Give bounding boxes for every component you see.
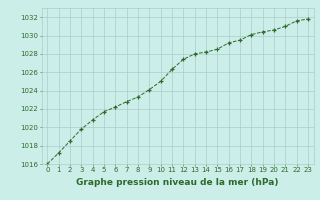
X-axis label: Graphe pression niveau de la mer (hPa): Graphe pression niveau de la mer (hPa): [76, 178, 279, 187]
